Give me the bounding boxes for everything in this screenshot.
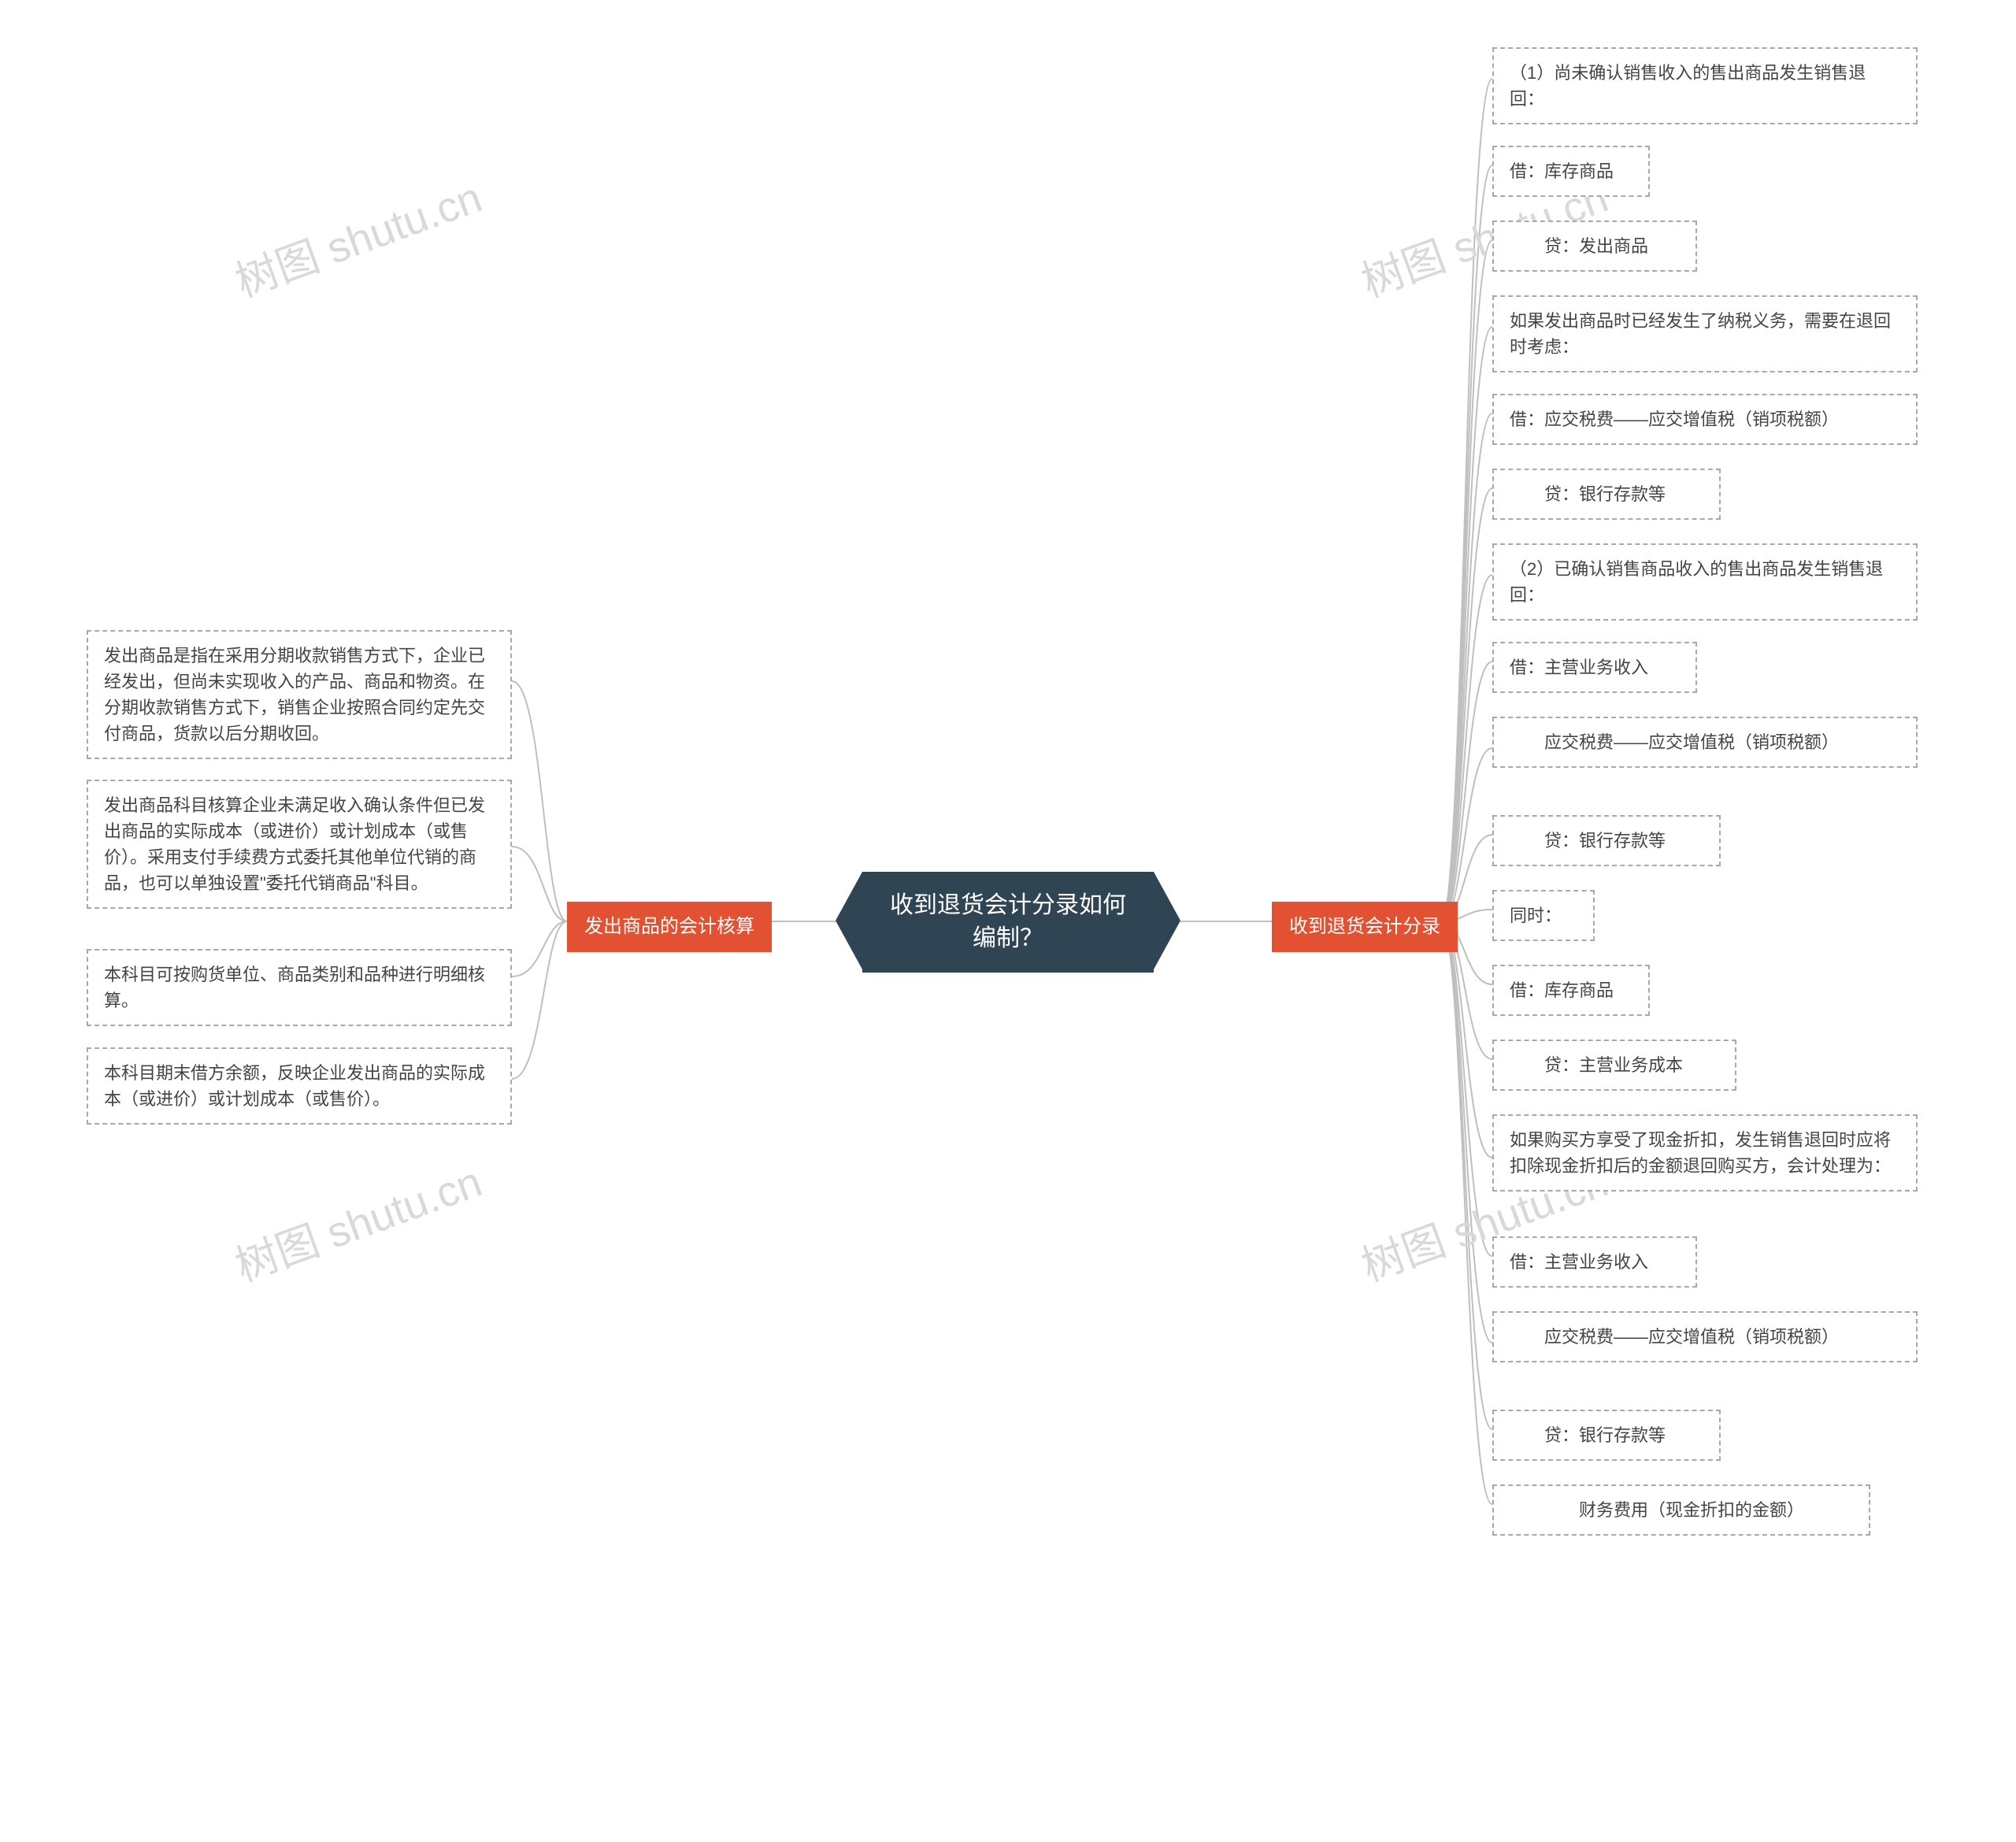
leaf-node: 贷：银行存款等 — [1492, 469, 1721, 520]
watermark: 树图 shutu.cn — [225, 1147, 488, 1293]
leaf-node: 财务费用（现金折扣的金额） — [1492, 1484, 1870, 1536]
leaf-node: 借：库存商品 — [1492, 965, 1650, 1016]
leaf-node: 同时： — [1492, 890, 1595, 941]
leaf-node: 如果发出商品时已经发生了纳税义务，需要在退回时考虑： — [1492, 295, 1918, 372]
center-node: 收到退货会计分录如何编制？ — [862, 872, 1154, 973]
leaf-node: （1）尚未确认销售收入的售出商品发生销售退回： — [1492, 47, 1918, 124]
right-branch-node: 收到退货会计分录 — [1272, 902, 1458, 952]
leaf-node: 发出商品科目核算企业未满足收入确认条件但已发出商品的实际成本（或进价）或计划成本… — [87, 780, 512, 909]
leaf-node: 借：库存商品 — [1492, 146, 1650, 197]
leaf-node: 借：应交税费——应交增值税（销项税额） — [1492, 394, 1918, 445]
leaf-node: 贷：银行存款等 — [1492, 815, 1721, 866]
mindmap-canvas: 树图 shutu.cn 树图 shutu.cn 树图 shutu.cn 树图 s… — [0, 0, 2016, 1842]
leaf-node: 本科目期末借方余额，反映企业发出商品的实际成本（或进价）或计划成本（或售价）。 — [87, 1047, 512, 1125]
leaf-node: 发出商品是指在采用分期收款销售方式下，企业已经发出，但尚未实现收入的产品、商品和… — [87, 630, 512, 759]
watermark: 树图 shutu.cn — [225, 162, 488, 309]
leaf-node: 贷：发出商品 — [1492, 221, 1697, 272]
left-branch-node: 发出商品的会计核算 — [567, 902, 772, 952]
leaf-node: 如果购买方享受了现金折扣，发生销售退回时应将扣除现金折扣后的金额退回购买方，会计… — [1492, 1114, 1918, 1192]
leaf-node: 贷：主营业务成本 — [1492, 1040, 1736, 1091]
leaf-node: 借：主营业务收入 — [1492, 1236, 1697, 1288]
leaf-node: 本科目可按购货单位、商品类别和品种进行明细核算。 — [87, 949, 512, 1026]
leaf-node: 借：主营业务收入 — [1492, 642, 1697, 693]
leaf-node: （2）已确认销售商品收入的售出商品发生销售退回： — [1492, 543, 1918, 621]
leaf-node: 应交税费——应交增值税（销项税额） — [1492, 717, 1918, 768]
leaf-node: 贷：银行存款等 — [1492, 1410, 1721, 1461]
leaf-node: 应交税费——应交增值税（销项税额） — [1492, 1311, 1918, 1362]
